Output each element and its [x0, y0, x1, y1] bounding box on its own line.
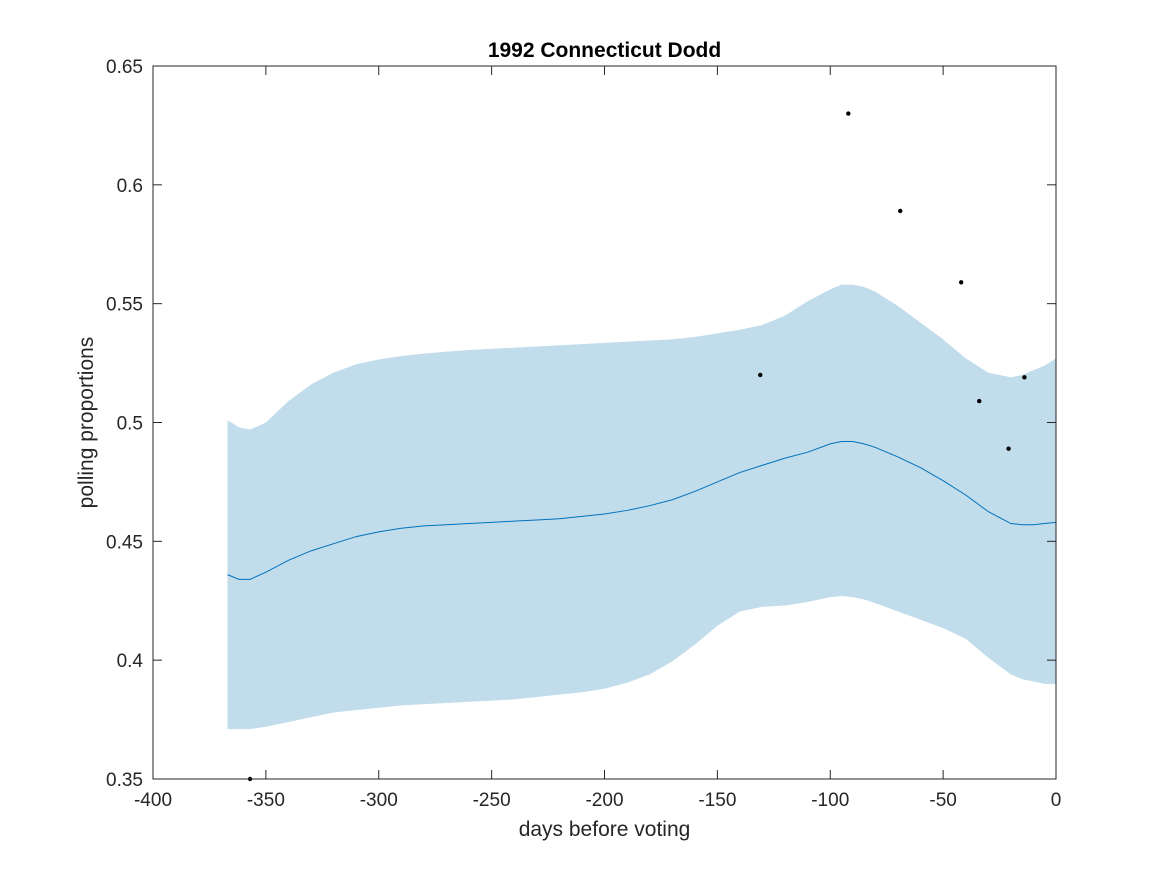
poll-point [1006, 446, 1011, 451]
x-tick-label: -100 [811, 790, 849, 811]
y-tick-labels: 0.35 0.4 0.45 0.5 0.55 0.6 0.65 [106, 57, 143, 791]
x-tick-labels: -400 -350 -300 -250 -200 -150 -100 -50 0 [134, 790, 1061, 811]
poll-points [247, 111, 1027, 782]
poll-point [958, 280, 964, 285]
y-tick-label: 0.4 [117, 651, 144, 672]
y-tick-label: 0.45 [106, 532, 143, 553]
x-axis-label: days before voting [519, 818, 691, 841]
poll-point [758, 372, 763, 378]
x-tick-label: -400 [134, 790, 172, 811]
mean-line [227, 441, 1057, 580]
x-tick-label: -200 [585, 790, 623, 811]
x-tick-label: -150 [698, 790, 736, 811]
poll-point [898, 208, 903, 214]
y-tick-label: 0.55 [106, 295, 143, 316]
y-tick-label: 0.65 [106, 57, 143, 78]
poll-point [846, 111, 851, 116]
chart-title: 1992 Connecticut Dodd [488, 39, 721, 62]
x-tick-label: 0 [1051, 790, 1062, 811]
x-tick-label: -300 [360, 790, 398, 811]
poll-point [1022, 375, 1027, 380]
x-tick-label: -350 [247, 790, 285, 811]
y-tick-label: 0.35 [106, 770, 143, 791]
y-tick-label: 0.6 [117, 176, 143, 197]
ticks [152, 65, 1057, 780]
y-axis-label: polling proportions [75, 337, 98, 509]
poll-point [977, 398, 982, 404]
y-tick-label: 0.5 [117, 414, 143, 435]
x-tick-label: -50 [929, 790, 956, 811]
x-tick-label: -250 [473, 790, 511, 811]
plot-area: -400 -350 -300 -250 -200 -150 -100 -50 0 0.35 0.4… [106, 57, 1061, 811]
